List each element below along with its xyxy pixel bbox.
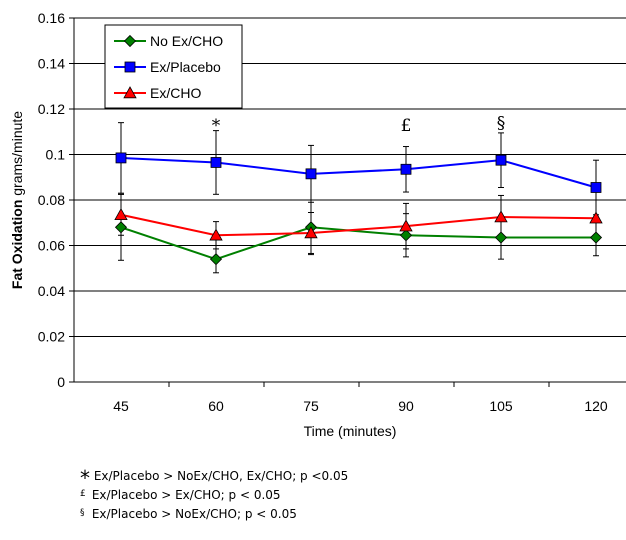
- footnote-significance-2: £ Ex/Placebo > Ex/CHO; p < 0.05: [80, 489, 348, 508]
- fat-oxidation-chart: 0 0.02 0.04 0.06 0.08 0.1 0.12 0.14 0.16 45 60 75 9…: [9, 10, 626, 439]
- legend-swatch-marker: [123, 34, 137, 48]
- x-axis-title: Time (minutes): [304, 423, 397, 439]
- data-point-marker: [494, 210, 508, 223]
- footnote-symbol: *: [80, 466, 90, 490]
- data-point-marker: [589, 211, 603, 224]
- significance-marker: §: [497, 114, 506, 134]
- data-point-marker: [304, 226, 318, 239]
- data-point-marker: [114, 221, 128, 234]
- y-tick-label: 0.02: [38, 329, 65, 345]
- y-tick-label: 0.16: [38, 10, 65, 26]
- data-point-marker: [305, 168, 317, 180]
- footnote-significance-1: * Ex/Placebo > NoEx/CHO, Ex/CHO; p <0.05: [80, 466, 349, 490]
- y-tick-label: 0: [57, 374, 65, 390]
- footnote-symbol: §: [80, 508, 85, 518]
- series-line: [120, 213, 597, 237]
- x-tick-label: 90: [398, 398, 414, 414]
- data-point-marker: [494, 231, 508, 244]
- data-point-marker: [115, 152, 127, 164]
- data-point-marker: [589, 231, 603, 244]
- significance-marker: *: [212, 116, 221, 136]
- footnote-text: Ex/Placebo > Ex/CHO; p < 0.05: [91, 488, 281, 502]
- data-point-marker: [210, 157, 222, 168]
- series-line: [120, 226, 596, 261]
- data-point-marker: [114, 207, 128, 220]
- legend-swatch-marker: [123, 86, 137, 99]
- footnote-text: Ex/Placebo > NoEx/CHO; p < 0.05: [91, 507, 297, 521]
- footnote-text: Ex/Placebo > NoEx/CHO, Ex/CHO; p <0.05: [93, 469, 349, 483]
- y-tick-label: 0.1: [46, 147, 66, 163]
- x-tick-label: 75: [303, 398, 319, 414]
- legend: No Ex/CHO Ex/Placebo Ex/CHO: [104, 24, 243, 109]
- y-tick-label: 0.08: [38, 192, 65, 208]
- data-point-marker: [399, 229, 413, 242]
- legend-label: Ex/CHO: [150, 85, 201, 101]
- legend-label: Ex/Placebo: [150, 59, 221, 75]
- data-point-marker: [209, 228, 223, 241]
- x-tick-label: 45: [113, 398, 129, 414]
- y-axis-title: Fat Oxidation grams/minute: [9, 111, 25, 289]
- footnote-symbol: £: [80, 489, 86, 499]
- y-tick-label: 0.06: [38, 238, 65, 254]
- footnotes: * Ex/Placebo > NoEx/CHO, Ex/CHO; p <0.05…: [80, 466, 349, 527]
- y-tick-label: 0.04: [38, 283, 65, 299]
- legend-swatch-marker: [124, 61, 136, 73]
- x-tick-label: 120: [584, 398, 608, 414]
- x-tick-label: 60: [208, 398, 224, 414]
- data-point-marker: [399, 219, 413, 232]
- x-tick-label: 105: [489, 398, 513, 414]
- y-axis-title-unit: grams/minute: [9, 111, 25, 200]
- data-point-marker: [209, 253, 223, 266]
- footnote-significance-3: § Ex/Placebo > NoEx/CHO; p < 0.05: [80, 508, 348, 527]
- legend-label: No Ex/CHO: [150, 33, 223, 49]
- series-line: [120, 156, 597, 189]
- data-point-marker: [495, 154, 507, 166]
- y-tick-label: 0.14: [38, 56, 65, 72]
- data-point-marker: [400, 163, 412, 175]
- data-point-marker: [590, 182, 602, 193]
- significance-marker: £: [401, 116, 412, 136]
- y-axis-title-bold: Fat Oxidation: [9, 200, 25, 289]
- y-tick-label: 0.12: [38, 101, 65, 117]
